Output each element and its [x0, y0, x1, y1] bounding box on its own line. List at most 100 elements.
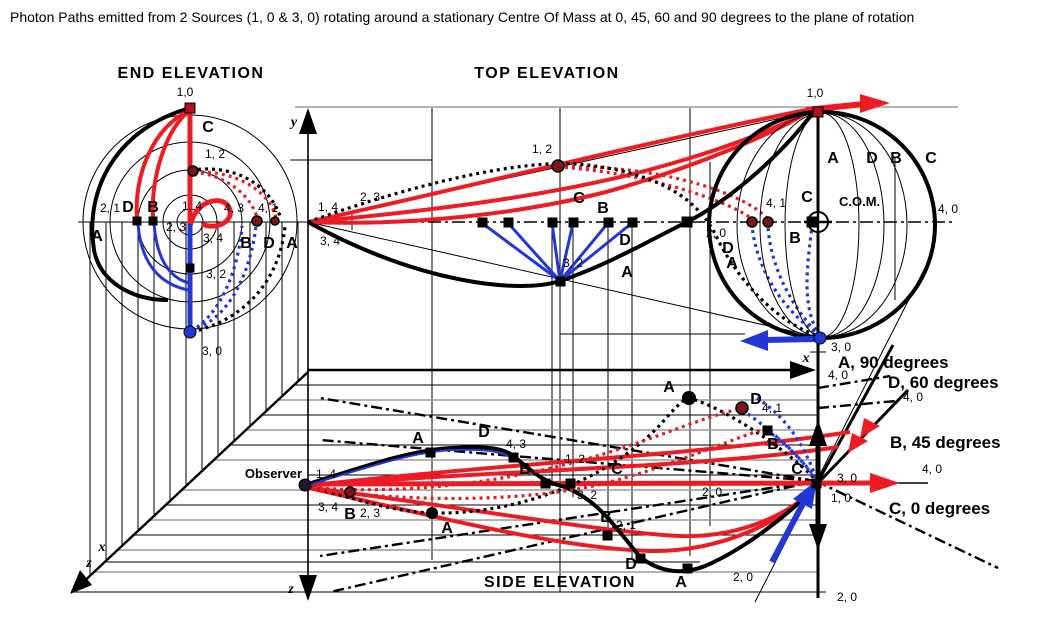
- x-axis-label: x: [802, 351, 810, 366]
- red-arrow-icon: [860, 418, 880, 438]
- path-label: D: [625, 556, 637, 573]
- coord-label: 3, 2: [577, 488, 597, 502]
- source-marker: [812, 106, 824, 118]
- source-marker-blue: [813, 331, 827, 345]
- path-label: A: [726, 255, 738, 272]
- coord-label: 3, 0: [837, 471, 857, 485]
- coord-label: 1, 2: [205, 147, 225, 161]
- path-label: D: [750, 391, 762, 408]
- observer-marker: [298, 478, 312, 492]
- z-axis-arrow-icon: [299, 575, 317, 601]
- coord-label: 3, 2: [563, 256, 583, 270]
- coord-label: 4, 0: [828, 368, 848, 382]
- direction-label-d: D, 60 degrees: [888, 373, 999, 392]
- red-arrow-icon: [870, 473, 900, 493]
- marker: [132, 216, 142, 226]
- coord-label: 3, 4: [318, 500, 338, 514]
- coord-label: 3, 0: [202, 344, 222, 358]
- coord-label: 1,0: [807, 86, 824, 100]
- path-label: B: [240, 235, 252, 252]
- path-label: B: [519, 461, 531, 478]
- box-x-label: x: [98, 540, 106, 555]
- red-arrow-icon: [860, 94, 890, 113]
- coord-label: 4, 1: [766, 196, 786, 210]
- path-label: A: [412, 430, 424, 447]
- side-elevation-view: Observer 1, 4 3, 4 B 2, 3 A A D 4, 3 B 1…: [245, 257, 999, 604]
- coord-label: 2, 0: [733, 570, 753, 584]
- coord-label: 2, 3: [360, 506, 380, 520]
- top-elevation-title: TOP ELEVATION: [474, 65, 619, 82]
- meridian-label: C: [925, 150, 937, 167]
- coord-label: 4, 1: [258, 201, 278, 215]
- box-diagonal-axis: [77, 371, 309, 588]
- z-axis-label: z: [287, 582, 294, 597]
- photon-path-dotted: [307, 161, 819, 338]
- coord-label: 3, 2: [206, 267, 226, 281]
- path-label: B: [600, 509, 612, 526]
- y-axis-label: y: [289, 115, 298, 130]
- meridian-label: B: [890, 150, 902, 167]
- end-elevation-view: 1,0 C 1, 2 2, 1 D B A 2, 3 1, 4 3, 4 4, …: [82, 85, 298, 358]
- path-label: B: [767, 436, 779, 453]
- diagonal-arrow-icon: [70, 570, 92, 594]
- path-label: C: [573, 190, 585, 207]
- coord-label: 2, 0: [702, 485, 722, 499]
- meridian-label: D: [866, 150, 878, 167]
- meridian-label: A: [827, 150, 839, 167]
- y-axis-arrow-icon: [299, 108, 317, 134]
- direction-label-a: A, 90 degrees: [838, 353, 949, 372]
- top-elevation-view: 1, 4 2, 3 3, 4 1, 2 C B D A 3, 2 2, 0 D …: [307, 86, 958, 598]
- coord-label: 4, 3: [224, 201, 244, 215]
- path-label: C: [611, 461, 623, 478]
- coord-label: 2, 3: [166, 220, 186, 234]
- path-label: D: [619, 232, 631, 249]
- coord-label: 2, 0: [706, 226, 726, 240]
- path-label: B: [789, 230, 801, 247]
- coord-label: 2, 1: [616, 518, 636, 532]
- coord-label: 4, 3: [506, 437, 526, 451]
- x-axis-arrow-icon: [790, 361, 816, 379]
- side-elevation-title: SIDE ELEVATION: [484, 574, 636, 591]
- blue-arrow-icon: [793, 480, 817, 509]
- path-label: D: [722, 240, 734, 257]
- up-arrow-icon: [809, 420, 827, 446]
- coord-label: 3, 4: [320, 234, 340, 248]
- end-elevation-title: END ELEVATION: [118, 65, 265, 82]
- source-marker-blue: [183, 325, 197, 339]
- coord-label: 1, 4: [318, 200, 338, 214]
- photon-path-red-c: [304, 480, 873, 487]
- observer-label: Observer: [245, 466, 302, 481]
- direction-label-b: B, 45 degrees: [890, 433, 1001, 452]
- coord-label: 1, 4: [182, 199, 202, 213]
- blue-arrow-icon: [740, 330, 768, 351]
- marker-dot: [270, 216, 280, 226]
- source-marker: [184, 102, 196, 114]
- photon-path-black: [90, 106, 191, 302]
- path-label: A: [441, 520, 453, 537]
- com-label: C.O.M.: [839, 194, 880, 209]
- path-label: B: [344, 506, 356, 523]
- red-curl: [187, 198, 233, 229]
- path-label: A: [675, 574, 687, 591]
- photon-path-black-b: [304, 445, 819, 574]
- coord-label: 2, 0: [837, 590, 857, 604]
- coord-label: 2, 1: [100, 201, 120, 215]
- coord-label: 1, 4: [316, 467, 336, 481]
- path-label: C: [202, 119, 214, 136]
- coord-label: 1, 2: [565, 452, 585, 466]
- path-label: A: [91, 228, 103, 245]
- path-label: A: [621, 264, 633, 281]
- marker: [148, 216, 158, 226]
- path-label: C: [801, 189, 813, 206]
- coord-label: 4, 0: [903, 390, 923, 404]
- path-label: A: [286, 235, 298, 252]
- photon-path-red: [307, 108, 807, 224]
- direction-line-d: [816, 388, 910, 485]
- box-z-label: z: [85, 556, 92, 571]
- photon-path-black: [307, 112, 814, 288]
- direction-line-b: [818, 344, 895, 479]
- coord-label: 4, 1: [762, 401, 782, 415]
- coord-label: 1, 2: [532, 142, 552, 156]
- axes: y z x x z: [70, 108, 816, 601]
